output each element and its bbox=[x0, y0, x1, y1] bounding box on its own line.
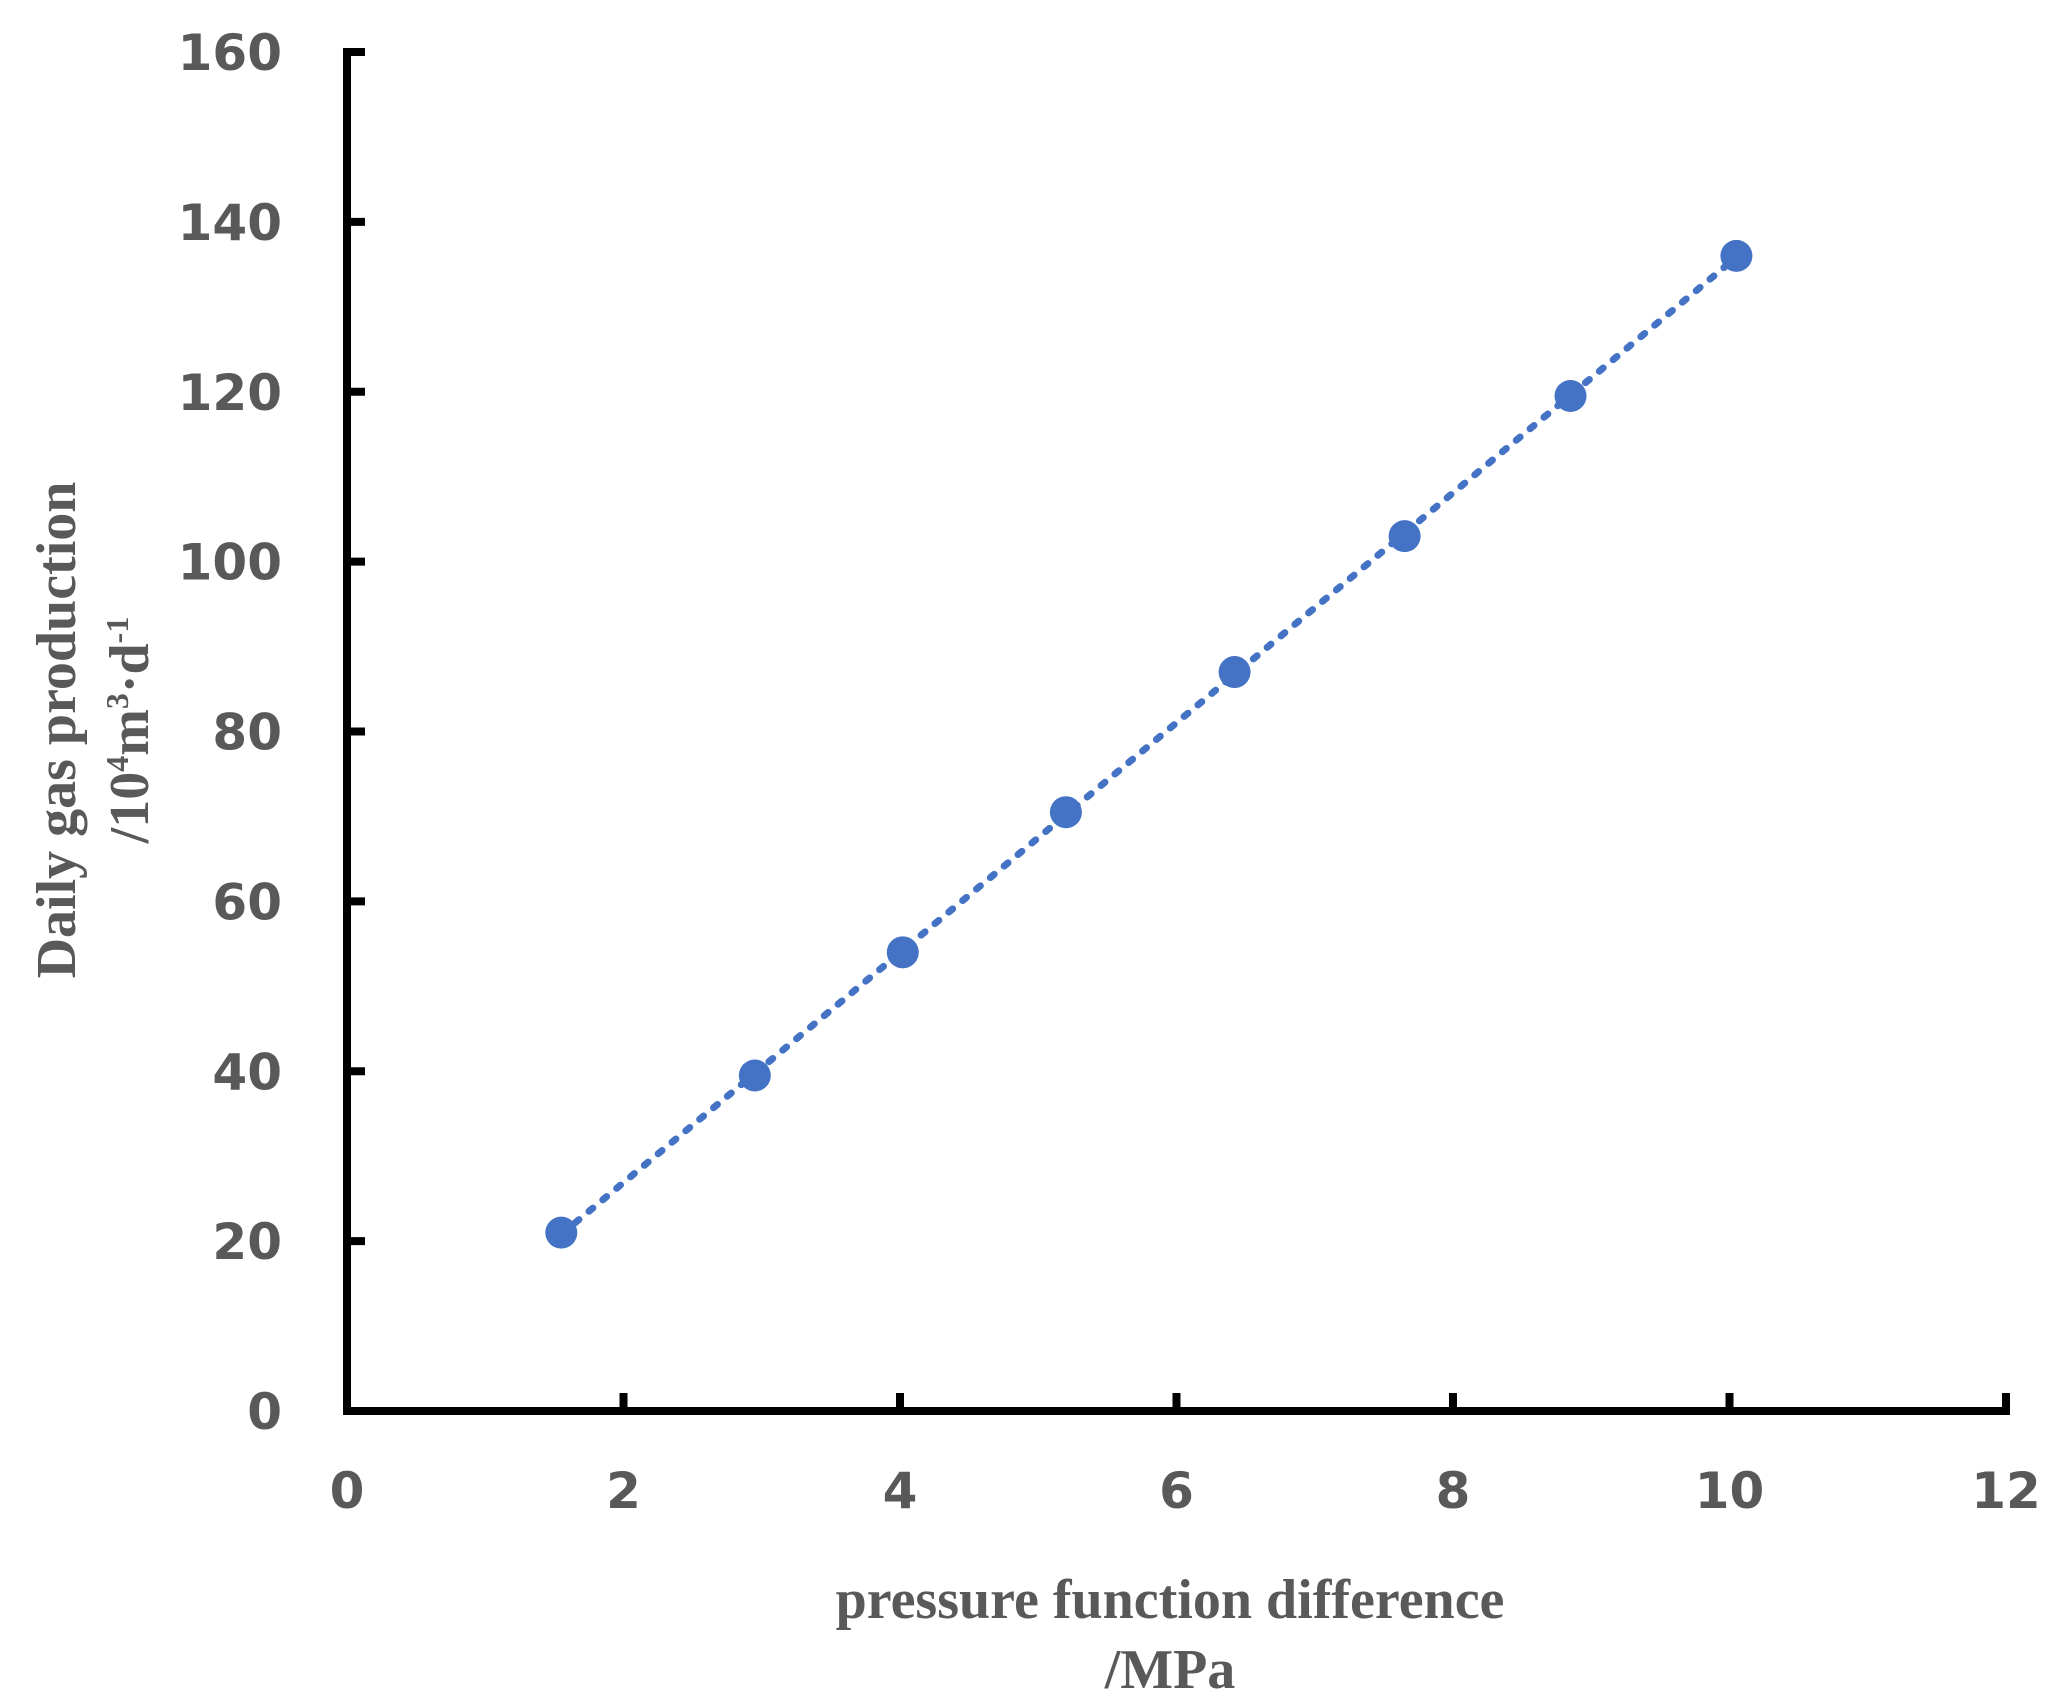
y-unit-sup-4: 4 bbox=[99, 756, 135, 772]
data-point bbox=[1218, 656, 1251, 689]
x-ticks: 0 2 4 6 8 10 12 bbox=[330, 1393, 2041, 1520]
y-axis-unit-group: /104m3·d-1 bbox=[99, 617, 161, 845]
data-point bbox=[738, 1059, 771, 1092]
data-point bbox=[1720, 239, 1753, 272]
data-points bbox=[545, 239, 1753, 1249]
x-tick-label: 2 bbox=[606, 1462, 641, 1520]
y-ticks: 0 20 40 60 80 100 120 140 160 bbox=[178, 24, 365, 1441]
x-axis-unit: /MPa bbox=[1104, 1639, 1236, 1701]
y-axis-title: Daily gas production bbox=[26, 482, 88, 979]
data-point bbox=[1049, 796, 1082, 829]
y-tick-label: 40 bbox=[212, 1043, 282, 1101]
x-tick-label: 10 bbox=[1695, 1462, 1765, 1520]
data-point bbox=[886, 936, 919, 969]
y-tick-label: 160 bbox=[178, 24, 282, 82]
y-tick-label: 0 bbox=[247, 1383, 282, 1441]
data-point bbox=[1554, 379, 1587, 412]
y-tick-label: 60 bbox=[212, 873, 282, 931]
y-unit-part-2: m bbox=[99, 709, 161, 756]
data-point bbox=[545, 1216, 578, 1249]
data-point bbox=[1388, 520, 1421, 553]
x-tick-label: 6 bbox=[1159, 1462, 1194, 1520]
y-tick-label: 80 bbox=[212, 704, 282, 762]
y-tick-label: 120 bbox=[178, 364, 282, 422]
y-unit-part-1: /10 bbox=[99, 772, 161, 845]
y-unit-part-3: ·d bbox=[99, 643, 161, 693]
y-unit-sup-neg1: -1 bbox=[99, 617, 135, 644]
y-axis-unit: /104m3·d-1 bbox=[99, 617, 161, 845]
y-tick-label: 140 bbox=[178, 194, 282, 252]
y-tick-label: 100 bbox=[178, 534, 282, 592]
x-tick-label: 8 bbox=[1436, 1462, 1471, 1520]
x-axis-title: pressure function difference bbox=[836, 1569, 1505, 1631]
y-unit-sup-3: 3 bbox=[99, 693, 135, 709]
x-tick-label: 4 bbox=[883, 1462, 918, 1520]
x-tick-label: 12 bbox=[1971, 1462, 2041, 1520]
y-axis-title-group: Daily gas production bbox=[26, 482, 88, 979]
y-tick-label: 20 bbox=[212, 1213, 282, 1271]
x-tick-label: 0 bbox=[330, 1462, 365, 1520]
